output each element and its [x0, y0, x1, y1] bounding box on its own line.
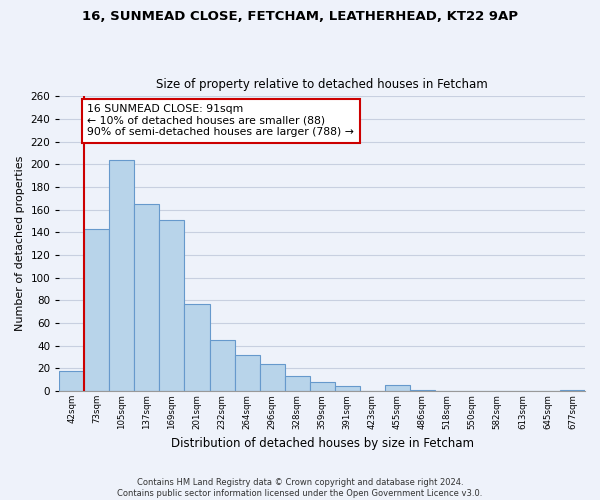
Bar: [410, 390, 435, 391]
Bar: [284, 376, 310, 391]
Text: 16, SUNMEAD CLOSE, FETCHAM, LEATHERHEAD, KT22 9AP: 16, SUNMEAD CLOSE, FETCHAM, LEATHERHEAD,…: [82, 10, 518, 23]
Bar: [560, 390, 585, 391]
Bar: [59, 370, 85, 391]
Bar: [235, 354, 260, 391]
Bar: [85, 229, 109, 391]
Y-axis label: Number of detached properties: Number of detached properties: [15, 156, 25, 332]
Bar: [260, 364, 284, 391]
Text: 16 SUNMEAD CLOSE: 91sqm
← 10% of detached houses are smaller (88)
90% of semi-de: 16 SUNMEAD CLOSE: 91sqm ← 10% of detache…: [88, 104, 354, 138]
Bar: [160, 220, 184, 391]
Bar: [184, 304, 209, 391]
Bar: [109, 160, 134, 391]
Bar: [385, 386, 410, 391]
Text: Contains HM Land Registry data © Crown copyright and database right 2024.
Contai: Contains HM Land Registry data © Crown c…: [118, 478, 482, 498]
Title: Size of property relative to detached houses in Fetcham: Size of property relative to detached ho…: [156, 78, 488, 91]
Bar: [335, 386, 360, 391]
X-axis label: Distribution of detached houses by size in Fetcham: Distribution of detached houses by size …: [170, 437, 473, 450]
Bar: [310, 382, 335, 391]
Bar: [134, 204, 160, 391]
Bar: [209, 340, 235, 391]
